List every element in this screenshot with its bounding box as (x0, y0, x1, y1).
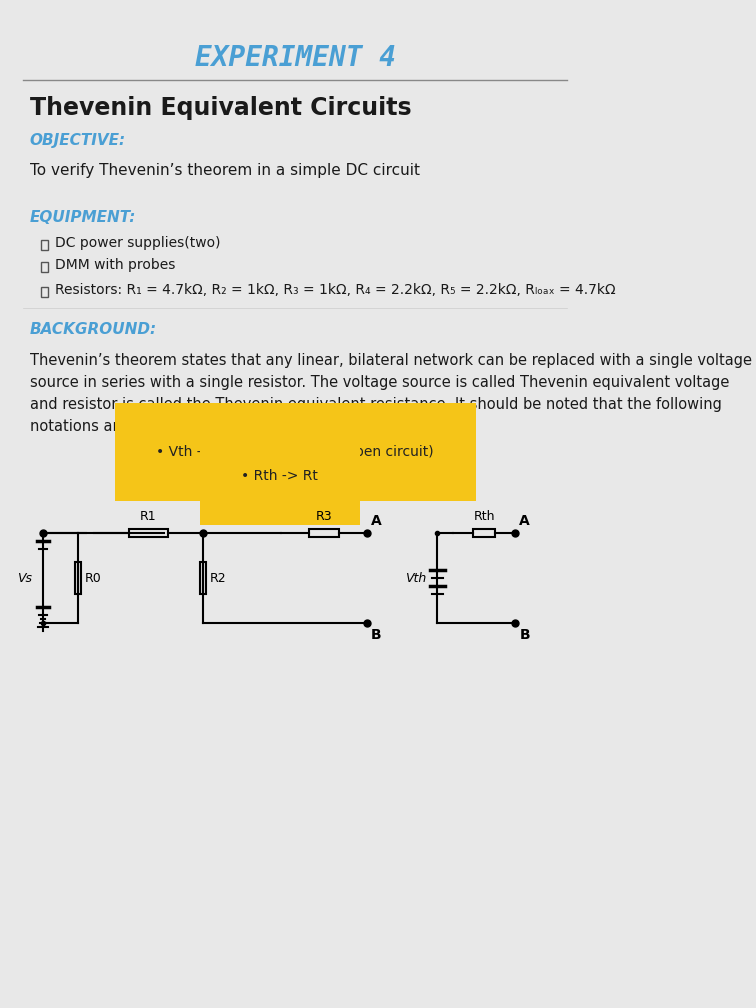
Text: source in series with a single resistor. The voltage source is called Thevenin e: source in series with a single resistor.… (29, 375, 729, 389)
Text: OBJECTIVE:: OBJECTIVE: (29, 132, 125, 147)
Text: BACKGROUND:: BACKGROUND: (29, 323, 156, 338)
Text: R1: R1 (140, 510, 156, 523)
Text: Resistors: R₁ = 4.7kΩ, R₂ = 1kΩ, R₃ = 1kΩ, R₄ = 2.2kΩ, R₅ = 2.2kΩ, Rₗₒₐₓ = 4.7kΩ: Resistors: R₁ = 4.7kΩ, R₂ = 1kΩ, R₃ = 1k… (54, 283, 615, 297)
Text: A: A (371, 514, 382, 528)
Text: Thevenin Equivalent Circuits: Thevenin Equivalent Circuits (29, 96, 411, 120)
Text: B: B (519, 628, 530, 642)
Text: EQUIPMENT:: EQUIPMENT: (29, 211, 136, 226)
Text: A: A (519, 514, 530, 528)
Text: DMM with probes: DMM with probes (54, 258, 175, 272)
Text: • Rth -> Rt: • Rth -> Rt (241, 469, 318, 483)
Text: Thevenin’s theorem states that any linear, bilateral network can be replaced wit: Thevenin’s theorem states that any linea… (29, 353, 751, 368)
Text: R0: R0 (85, 572, 101, 585)
Text: Rth: Rth (473, 510, 495, 523)
Text: and resistor is called the Thevenin equivalent resistance. It should be noted th: and resistor is called the Thevenin equi… (29, 396, 721, 411)
Text: R2: R2 (209, 572, 226, 585)
Text: B: B (371, 628, 382, 642)
Text: • Vth -> Voc (oc stands for open circuit): • Vth -> Voc (oc stands for open circuit… (156, 445, 434, 459)
Text: DC power supplies(two): DC power supplies(two) (54, 236, 220, 250)
Text: Vs: Vs (17, 572, 32, 585)
Text: R3: R3 (316, 510, 333, 523)
Text: Vth: Vth (405, 572, 426, 585)
Text: EXPERIMENT 4: EXPERIMENT 4 (195, 44, 395, 72)
Text: To verify Thevenin’s theorem in a simple DC circuit: To verify Thevenin’s theorem in a simple… (29, 162, 420, 177)
Text: notations are interchangeable and both can be used.: notations are interchangeable and both c… (29, 418, 420, 433)
